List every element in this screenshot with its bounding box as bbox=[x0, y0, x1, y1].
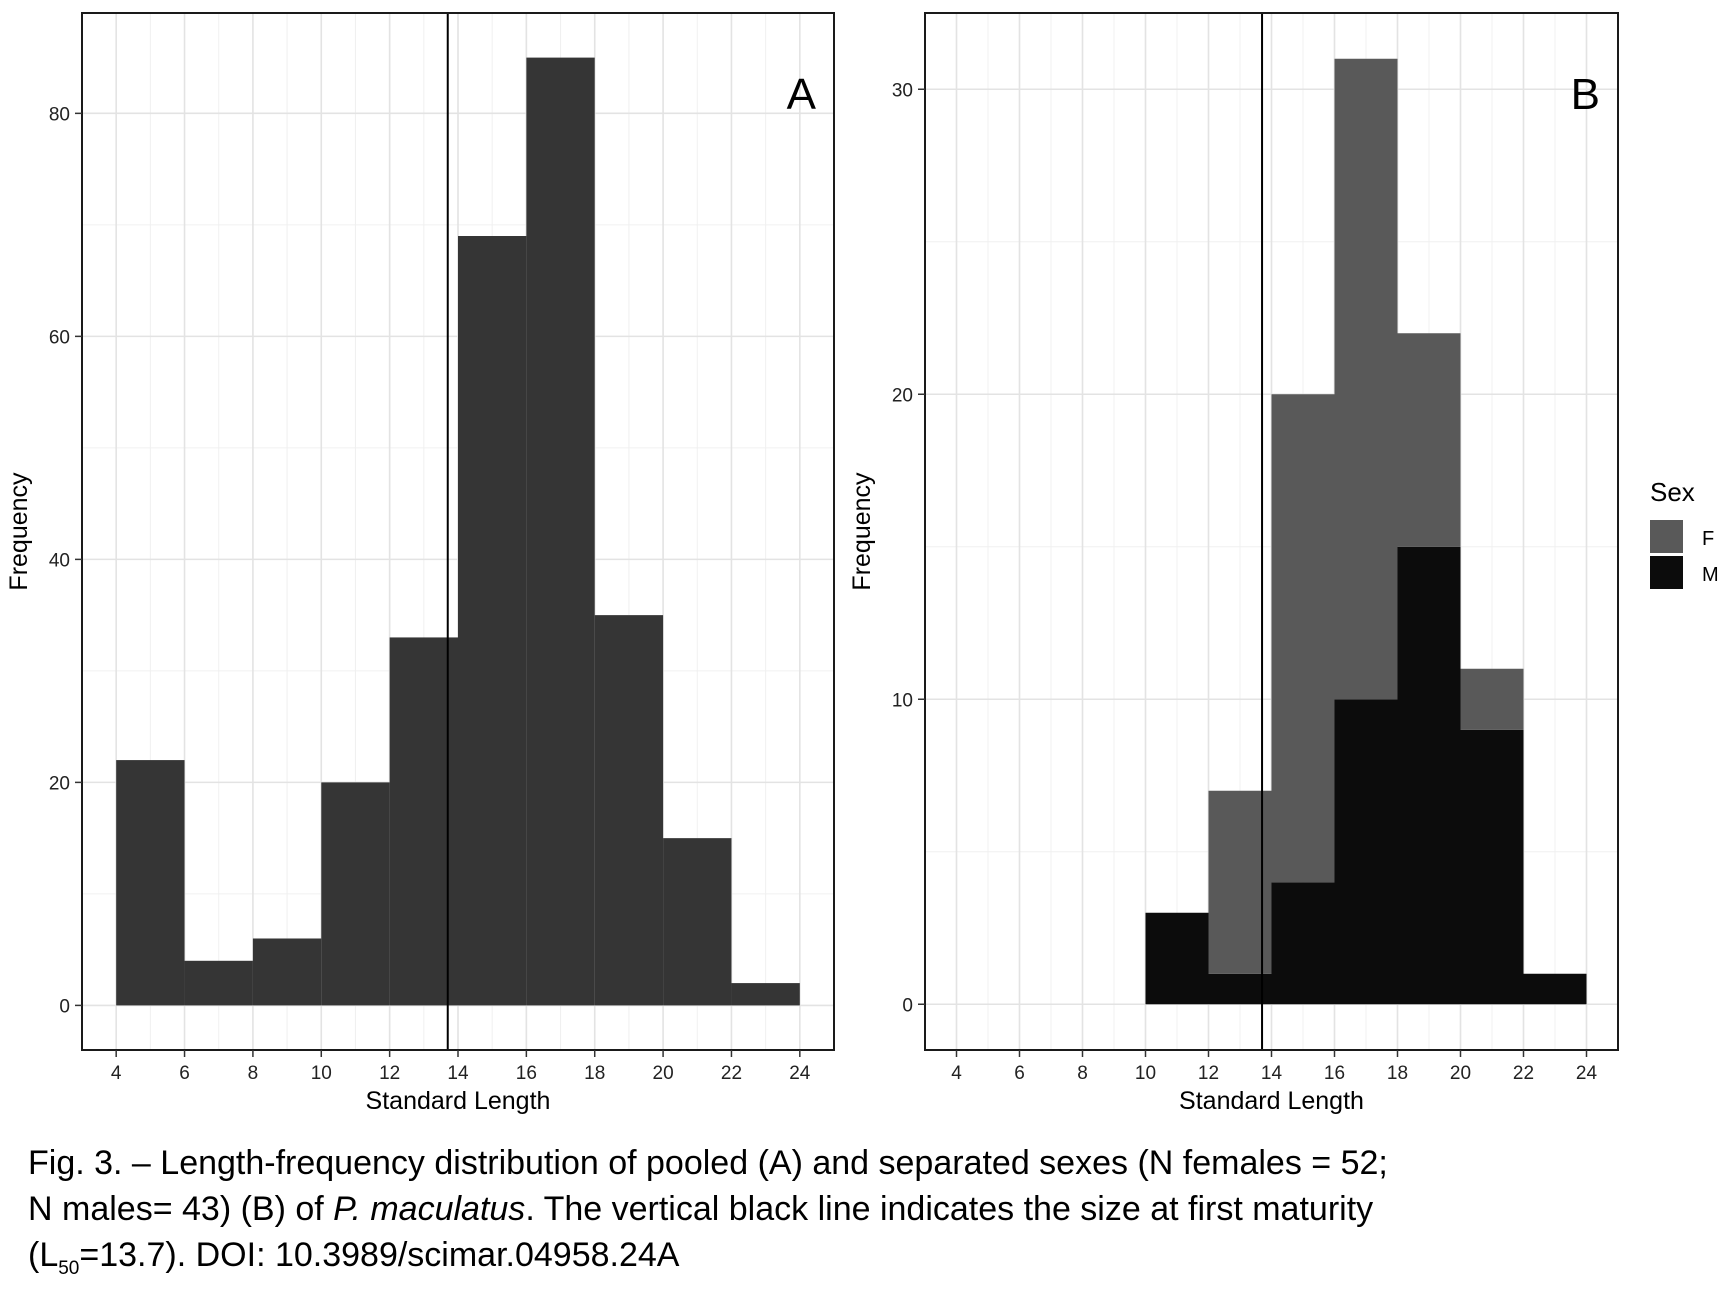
x-tick-label: 22 bbox=[1513, 1063, 1534, 1084]
x-tick-label: 12 bbox=[379, 1063, 400, 1084]
y-tick-label: 80 bbox=[49, 104, 70, 125]
bar-f-18-20 bbox=[1397, 333, 1461, 547]
bar-f-12-14 bbox=[1208, 790, 1272, 974]
legend: Sex FM bbox=[1650, 477, 1719, 589]
y-tick-label: 20 bbox=[892, 385, 913, 406]
bar-m-10-12 bbox=[1145, 912, 1209, 1005]
bar-count-14-16 bbox=[458, 236, 527, 1006]
bar-m-18-20 bbox=[1397, 546, 1461, 1005]
x-tick-label: 20 bbox=[1450, 1063, 1471, 1084]
x-tick-label: 14 bbox=[1261, 1063, 1283, 1084]
y-axis-title: Frequency bbox=[848, 472, 876, 591]
y-tick-label: 0 bbox=[902, 995, 913, 1016]
x-axis-title: Standard Length bbox=[1179, 1087, 1364, 1115]
x-tick-label: 8 bbox=[1077, 1063, 1088, 1084]
caption-species: P. maculatus bbox=[333, 1190, 526, 1228]
y-tick-label: 60 bbox=[49, 327, 70, 348]
x-tick-label: 6 bbox=[179, 1063, 190, 1084]
y-tick-label: 40 bbox=[49, 550, 70, 571]
caption-line-1: Fig. 3. – Length-frequency distribution … bbox=[28, 1144, 1388, 1182]
bar-f-16-18 bbox=[1334, 58, 1398, 700]
panel-label: A bbox=[787, 70, 817, 119]
x-tick-label: 6 bbox=[1014, 1063, 1025, 1084]
x-tick-label: 20 bbox=[653, 1063, 674, 1084]
legend-label-m: M bbox=[1702, 564, 1719, 586]
bar-m-16-18 bbox=[1334, 699, 1398, 1005]
x-tick-label: 4 bbox=[111, 1063, 122, 1084]
bar-count-16-18 bbox=[526, 57, 595, 1006]
bar-m-14-16 bbox=[1271, 882, 1335, 1005]
x-tick-label: 18 bbox=[1387, 1063, 1408, 1084]
x-tick-label: 24 bbox=[1576, 1063, 1598, 1084]
x-tick-label: 4 bbox=[951, 1063, 962, 1084]
legend-label-f: F bbox=[1702, 528, 1714, 550]
figure: 4 6 8 10 12 14 16 18 20 22 24 0 20 40 60 80 Standard Len… bbox=[5, 12, 1719, 1115]
caption-subscript: 50 bbox=[58, 1257, 80, 1279]
x-tick-label: 10 bbox=[311, 1063, 332, 1084]
legend-title: Sex bbox=[1650, 477, 1695, 507]
x-tick-label: 8 bbox=[248, 1063, 259, 1084]
bar-count-22-24 bbox=[731, 983, 800, 1006]
bar-count-6-8 bbox=[184, 960, 253, 1006]
bar-f-20-22 bbox=[1460, 668, 1524, 730]
y-tick-label: 10 bbox=[892, 690, 913, 711]
bar-count-18-20 bbox=[594, 615, 664, 1006]
figure-caption: Fig. 3. – Length-frequency distribution … bbox=[28, 1140, 1708, 1292]
y-tick-label: 20 bbox=[49, 773, 70, 794]
bar-m-20-22 bbox=[1460, 729, 1524, 1005]
x-tick-label: 22 bbox=[721, 1063, 742, 1084]
bar-count-8-10 bbox=[252, 938, 322, 1006]
bar-count-20-22 bbox=[663, 838, 732, 1006]
bar-count-10-12 bbox=[321, 782, 390, 1006]
caption-text-l: (L bbox=[28, 1236, 59, 1274]
caption-text-doi: =13.7). DOI: 10.3989/scimar.04958.24A bbox=[79, 1236, 680, 1274]
bar-count-4-6 bbox=[116, 760, 185, 1006]
y-tick-label: 30 bbox=[892, 80, 913, 101]
x-tick-label: 16 bbox=[516, 1063, 537, 1084]
bar-m-12-14 bbox=[1208, 973, 1272, 1005]
y-axis-title: Frequency bbox=[5, 472, 33, 591]
bar-count-12-14 bbox=[389, 637, 458, 1006]
bar-f-14-16 bbox=[1271, 394, 1335, 883]
x-tick-label: 18 bbox=[584, 1063, 605, 1084]
x-tick-label: 12 bbox=[1198, 1063, 1219, 1084]
bar-m-22-24 bbox=[1523, 973, 1587, 1005]
x-tick-label: 24 bbox=[789, 1063, 811, 1084]
panel-b: 4 6 8 10 12 14 16 18 20 22 24 0 10 20 30 Standard Lengt… bbox=[848, 12, 1719, 1115]
panel-label: B bbox=[1571, 70, 1600, 119]
legend-key-f bbox=[1650, 520, 1683, 553]
x-tick-label: 10 bbox=[1135, 1063, 1156, 1084]
legend-key-m bbox=[1650, 556, 1683, 589]
panel-a: 4 6 8 10 12 14 16 18 20 22 24 0 20 40 60 80 Standard Len… bbox=[5, 12, 835, 1115]
y-tick-label: 0 bbox=[59, 996, 70, 1017]
x-tick-label: 14 bbox=[447, 1063, 469, 1084]
x-axis-title: Standard Length bbox=[366, 1087, 551, 1115]
caption-text-line: . The vertical black line indicates the … bbox=[525, 1190, 1374, 1228]
caption-text-males: N males= 43) (B) of bbox=[28, 1190, 334, 1228]
x-tick-label: 16 bbox=[1324, 1063, 1345, 1084]
